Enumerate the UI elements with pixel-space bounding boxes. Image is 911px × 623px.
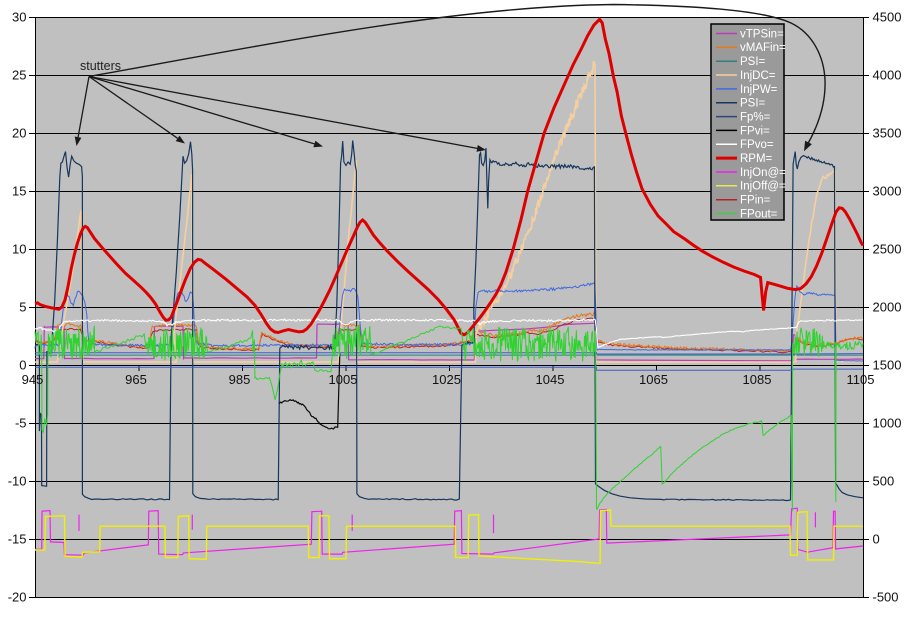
svg-text:InjDC=: InjDC= — [740, 70, 776, 82]
svg-text:PSI=: PSI= — [740, 56, 766, 68]
svg-text:vMAFin=: vMAFin= — [740, 42, 786, 54]
svg-text:FPin=: FPin= — [740, 195, 771, 207]
svg-text:25: 25 — [12, 68, 26, 83]
svg-text:3000: 3000 — [873, 184, 902, 199]
svg-text:InjOn@=: InjOn@= — [740, 167, 786, 179]
svg-text:3500: 3500 — [873, 126, 902, 141]
svg-text:20: 20 — [12, 126, 26, 141]
svg-text:RPM=: RPM= — [740, 153, 773, 165]
svg-text:945: 945 — [22, 372, 44, 387]
svg-text:InjOff@=: InjOff@= — [740, 181, 786, 193]
svg-text:1000: 1000 — [873, 416, 902, 431]
svg-text:30: 30 — [12, 10, 26, 25]
svg-text:1005: 1005 — [329, 372, 358, 387]
svg-text:FPvo=: FPvo= — [740, 139, 774, 151]
svg-text:0: 0 — [873, 532, 880, 547]
svg-text:1065: 1065 — [639, 372, 668, 387]
svg-text:10: 10 — [12, 242, 26, 257]
svg-text:-20: -20 — [8, 590, 27, 605]
svg-text:1085: 1085 — [743, 372, 772, 387]
svg-text:1025: 1025 — [432, 372, 461, 387]
svg-text:-15: -15 — [8, 532, 27, 547]
svg-text:-5: -5 — [15, 416, 27, 431]
svg-text:Fp%=: Fp%= — [740, 112, 771, 124]
svg-text:1105: 1105 — [847, 372, 875, 387]
svg-text:PSI=: PSI= — [740, 98, 766, 110]
svg-text:FPout=: FPout= — [740, 208, 778, 220]
svg-text:-500: -500 — [873, 590, 899, 605]
svg-text:2500: 2500 — [873, 242, 902, 257]
svg-text:FPvi=: FPvi= — [740, 125, 770, 137]
svg-text:15: 15 — [12, 184, 26, 199]
svg-text:985: 985 — [229, 372, 251, 387]
svg-text:1500: 1500 — [873, 358, 902, 373]
svg-text:InjPW=: InjPW= — [740, 84, 778, 96]
svg-text:5: 5 — [19, 300, 26, 315]
svg-text:2000: 2000 — [873, 300, 902, 315]
svg-text:500: 500 — [873, 474, 895, 489]
svg-text:vTPSin=: vTPSin= — [740, 28, 784, 40]
svg-text:stutters: stutters — [80, 59, 121, 73]
svg-text:965: 965 — [125, 372, 147, 387]
svg-text:1045: 1045 — [536, 372, 565, 387]
svg-text:4000: 4000 — [873, 68, 902, 83]
svg-text:-10: -10 — [8, 474, 27, 489]
svg-text:0: 0 — [19, 358, 26, 373]
svg-text:4500: 4500 — [873, 10, 902, 25]
